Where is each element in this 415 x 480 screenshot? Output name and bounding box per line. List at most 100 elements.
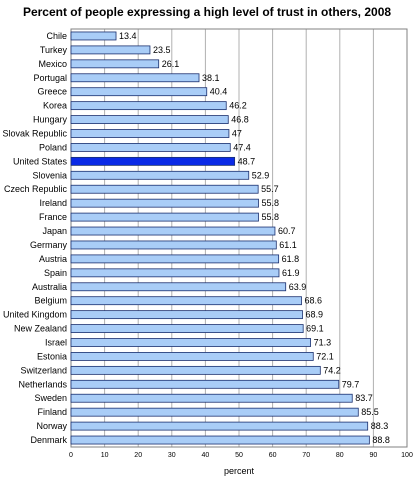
- category-label: Austria: [39, 254, 67, 264]
- bar: [70, 45, 151, 55]
- category-label: Denmark: [30, 435, 67, 445]
- category-label: Greece: [37, 87, 67, 97]
- category-label: Germany: [30, 240, 68, 250]
- category-label: Estonia: [37, 351, 67, 361]
- bar: [70, 310, 303, 320]
- bar: [70, 240, 277, 250]
- category-label: Chile: [46, 31, 67, 41]
- data-label: 61.8: [282, 254, 300, 264]
- data-label: 26.1: [162, 59, 180, 69]
- data-label: 55.7: [261, 184, 279, 194]
- x-tick-label: 40: [202, 452, 210, 459]
- data-label: 88.3: [371, 421, 389, 431]
- x-tick-label: 20: [134, 452, 142, 459]
- bar: [70, 379, 340, 389]
- data-label: 55.8: [261, 212, 279, 222]
- data-label: 83.7: [355, 393, 373, 403]
- data-label: 46.8: [231, 115, 249, 125]
- bar: [70, 338, 311, 347]
- x-tick-label: 50: [235, 452, 243, 459]
- bar: [70, 184, 259, 194]
- data-label: 23.5: [153, 45, 171, 55]
- data-label: 68.9: [306, 310, 324, 320]
- bar: [70, 435, 370, 445]
- data-label: 52.9: [252, 170, 270, 180]
- category-label: Australia: [32, 282, 67, 292]
- category-label: Hungary: [33, 115, 68, 125]
- bar: [70, 31, 117, 41]
- category-label: Turkey: [40, 45, 68, 55]
- x-axis-label: percent: [224, 466, 255, 476]
- bar: [70, 365, 321, 375]
- category-label: Ireland: [39, 198, 67, 208]
- plot-area: [70, 28, 408, 448]
- x-tick-label: 30: [168, 452, 176, 459]
- bar: [70, 407, 359, 417]
- category-label: Sweden: [34, 393, 67, 403]
- bar: [70, 393, 353, 403]
- data-label: 38.1: [202, 73, 220, 83]
- bar: [70, 129, 230, 138]
- bar: [70, 296, 302, 306]
- category-label: Finland: [37, 407, 67, 417]
- category-label: Portugal: [33, 73, 67, 83]
- category-label: Slovak Republic: [2, 129, 67, 139]
- data-label: 55.8: [261, 198, 279, 208]
- bar: [70, 268, 280, 278]
- category-label: Mexico: [38, 59, 67, 69]
- data-label: 85.5: [361, 407, 379, 417]
- category-label: Slovenia: [32, 170, 67, 180]
- x-tick-label: 10: [101, 452, 109, 459]
- category-label: Switzerland: [20, 365, 67, 375]
- data-label: 71.3: [314, 338, 332, 348]
- category-label: Belgium: [34, 296, 67, 306]
- data-label: 60.7: [278, 226, 296, 236]
- data-label: 47.4: [233, 142, 251, 152]
- x-tick-label: 0: [69, 452, 73, 459]
- category-label: Israel: [45, 338, 67, 348]
- x-tick-label: 100: [401, 452, 413, 459]
- category-label: United States: [13, 156, 68, 166]
- bar: [70, 115, 229, 124]
- chart-title: Percent of people expressing a high leve…: [23, 5, 391, 19]
- bar: [70, 87, 208, 97]
- bar: [70, 282, 287, 292]
- data-label: 79.7: [342, 379, 360, 389]
- x-tick-label: 90: [370, 452, 378, 459]
- data-label: 40.4: [210, 87, 228, 97]
- category-label: United Kingdom: [3, 310, 67, 320]
- category-label: New Zealand: [14, 324, 67, 334]
- data-label: 72.1: [316, 351, 334, 361]
- bar: [70, 198, 259, 208]
- data-label: 74.2: [323, 365, 341, 375]
- bar: [70, 73, 200, 83]
- data-label: 63.9: [289, 282, 307, 292]
- x-tick-label: 80: [336, 452, 344, 459]
- data-label: 61.9: [282, 268, 300, 278]
- category-label: France: [39, 212, 67, 222]
- x-tick-label: 70: [302, 452, 310, 459]
- data-label: 88.8: [372, 435, 390, 445]
- category-label: Netherlands: [18, 379, 67, 389]
- category-label: Poland: [39, 142, 67, 152]
- data-label: 68.6: [304, 296, 322, 306]
- bar: [70, 324, 304, 333]
- data-label: 48.7: [238, 156, 256, 166]
- category-label: Korea: [43, 101, 67, 111]
- bar: [70, 101, 227, 111]
- category-label: Czech Republic: [4, 184, 68, 194]
- bar: [70, 421, 369, 431]
- bar: [70, 170, 250, 180]
- data-label: 61.1: [279, 240, 297, 250]
- data-label: 46.2: [229, 101, 247, 111]
- bar: [70, 59, 160, 69]
- bar: [70, 212, 259, 222]
- category-label: Japan: [42, 226, 67, 236]
- category-label: Spain: [44, 268, 67, 278]
- bar: [70, 156, 236, 166]
- bar: [70, 143, 231, 152]
- bar: [70, 352, 314, 361]
- data-label: 13.4: [119, 31, 137, 41]
